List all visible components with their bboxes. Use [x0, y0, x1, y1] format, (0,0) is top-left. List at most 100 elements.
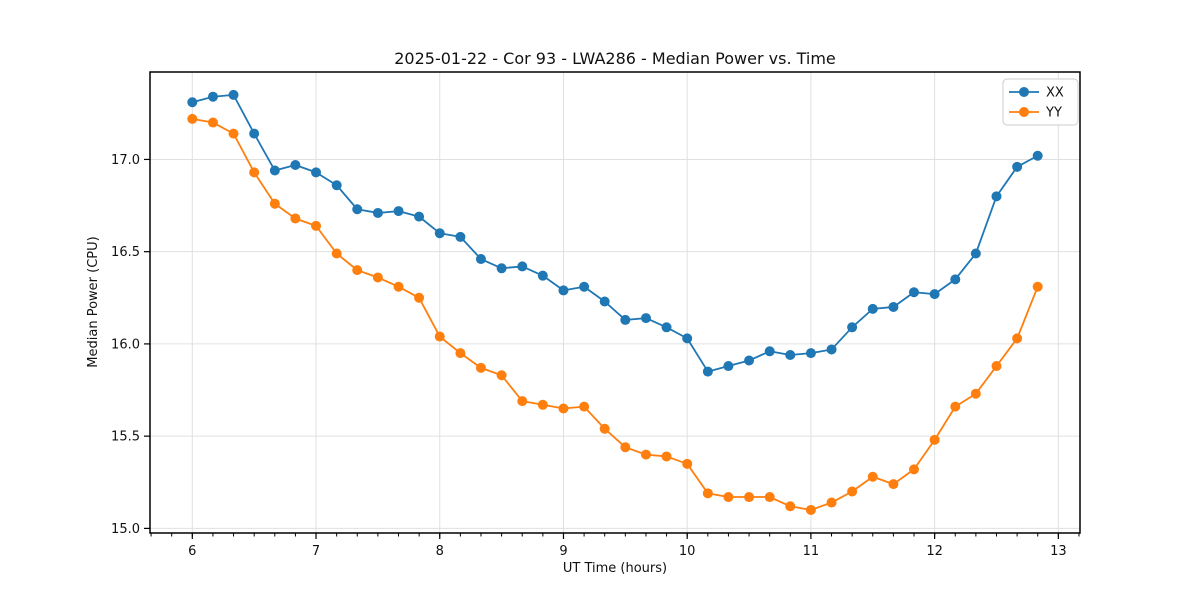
- data-point-yy: [331, 248, 342, 259]
- data-point-xx: [723, 361, 734, 372]
- data-point-yy: [187, 113, 198, 124]
- data-point-yy: [908, 464, 919, 475]
- data-point-xx: [455, 231, 466, 242]
- data-point-xx: [764, 346, 775, 357]
- data-point-xx: [207, 91, 218, 102]
- data-point-yy: [970, 388, 981, 399]
- data-point-xx: [682, 333, 693, 344]
- data-point-yy: [249, 167, 260, 178]
- data-point-yy: [372, 272, 383, 283]
- data-point-xx: [537, 270, 548, 281]
- data-point-xx: [579, 281, 590, 292]
- data-point-yy: [682, 458, 693, 469]
- data-point-yy: [393, 281, 404, 292]
- data-point-xx: [908, 287, 919, 298]
- y-tick-label: 15.5: [111, 430, 140, 445]
- x-tick-label: 13: [1050, 544, 1067, 559]
- x-tick-label: 10: [679, 544, 696, 559]
- data-point-yy: [702, 488, 713, 499]
- data-point-yy: [352, 265, 363, 276]
- data-point-yy: [744, 492, 755, 503]
- legend-marker: [1019, 87, 1029, 97]
- data-point-yy: [537, 399, 548, 410]
- data-point-xx: [187, 97, 198, 108]
- data-point-xx: [311, 167, 322, 178]
- x-tick-label: 8: [436, 544, 444, 559]
- data-point-xx: [269, 165, 280, 176]
- data-point-yy: [207, 117, 218, 128]
- chart-title: 2025-01-22 - Cor 93 - LWA286 - Median Po…: [394, 49, 836, 68]
- data-point-xx: [496, 263, 507, 274]
- data-point-xx: [640, 313, 651, 324]
- data-point-xx: [599, 296, 610, 307]
- data-point-yy: [414, 292, 425, 303]
- data-point-xx: [558, 285, 569, 296]
- data-point-yy: [475, 362, 486, 373]
- x-axis-label: UT Time (hours): [563, 561, 667, 576]
- data-point-xx: [352, 204, 363, 215]
- data-point-xx: [950, 274, 961, 285]
- data-point-yy: [496, 370, 507, 381]
- data-point-xx: [414, 211, 425, 222]
- data-point-yy: [434, 331, 445, 342]
- grid-layer: [150, 72, 1080, 533]
- data-point-yy: [847, 486, 858, 497]
- data-point-xx: [331, 180, 342, 191]
- series-line-xx: [192, 93, 1039, 373]
- series-line-yy: [192, 117, 1039, 511]
- data-point-yy: [805, 504, 816, 515]
- data-point-xx: [517, 261, 528, 272]
- legend: XX YY: [1002, 78, 1079, 126]
- data-point-yy: [661, 451, 672, 462]
- data-point-yy: [1032, 281, 1043, 292]
- x-tick-label: 12: [926, 544, 943, 559]
- data-point-xx: [1032, 150, 1043, 161]
- data-point-xx: [702, 366, 713, 377]
- data-point-yy: [888, 479, 899, 490]
- data-point-xx: [393, 206, 404, 217]
- data-point-xx: [372, 207, 383, 218]
- y-axis-label: Median Power (CPU): [86, 236, 101, 367]
- data-point-yy: [640, 449, 651, 460]
- data-point-xx: [475, 254, 486, 265]
- data-point-xx: [228, 89, 239, 100]
- data-point-xx: [290, 159, 301, 170]
- data-point-yy: [599, 423, 610, 434]
- axes-layer: 6 7 8 9 10 11 12 13 15.0 15.5 16.0 16.5 17.0: [111, 71, 1081, 559]
- data-point-yy: [517, 396, 528, 407]
- data-point-yy: [228, 128, 239, 139]
- data-point-xx: [434, 228, 445, 239]
- data-point-yy: [558, 403, 569, 414]
- data-point-xx: [888, 302, 899, 313]
- plot-border: [149, 71, 1081, 534]
- data-point-xx: [867, 303, 878, 314]
- y-tick-label: 16.0: [111, 337, 140, 352]
- x-tick-label: 9: [559, 544, 567, 559]
- data-point-xx: [929, 289, 940, 300]
- data-point-xx: [785, 349, 796, 360]
- data-point-yy: [785, 501, 796, 512]
- legend-box: [1002, 78, 1079, 126]
- x-tick-label: 11: [803, 544, 820, 559]
- x-tick-label: 7: [312, 544, 320, 559]
- data-point-xx: [805, 348, 816, 359]
- data-point-yy: [867, 471, 878, 482]
- y-tick-label: 16.5: [111, 245, 140, 260]
- data-point-xx: [970, 248, 981, 259]
- data-point-yy: [826, 497, 837, 508]
- data-point-yy: [950, 401, 961, 412]
- data-point-yy: [290, 213, 301, 224]
- data-layer: [187, 89, 1043, 515]
- legend-label: YY: [1045, 106, 1062, 121]
- data-point-xx: [744, 355, 755, 366]
- y-tick-label: 17.0: [111, 153, 140, 168]
- data-point-yy: [455, 348, 466, 359]
- data-point-xx: [826, 344, 837, 355]
- data-point-yy: [764, 492, 775, 503]
- data-point-xx: [249, 128, 260, 139]
- data-point-yy: [269, 198, 280, 209]
- legend-label: XX: [1046, 86, 1064, 101]
- data-point-yy: [579, 401, 590, 412]
